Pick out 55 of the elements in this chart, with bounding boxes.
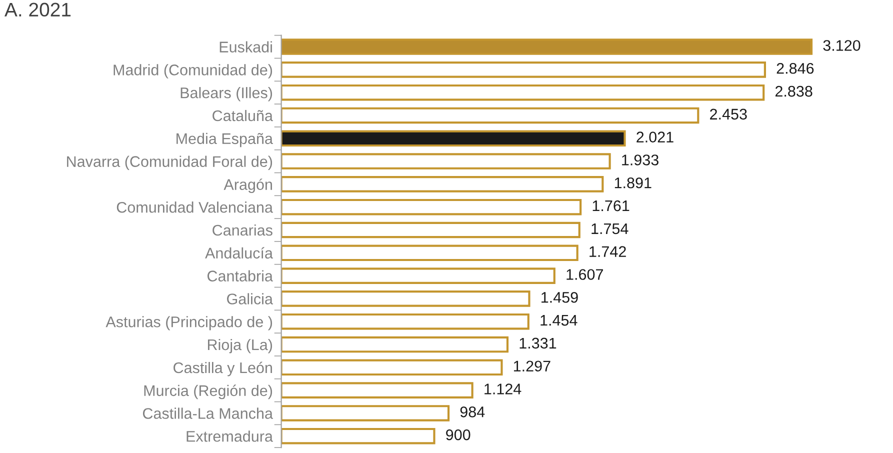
data-label: 2.846: [776, 62, 814, 74]
data-label: 1.459: [542, 292, 578, 303]
y-tick-label: Cantabria: [208, 270, 273, 282]
text: A. 2021: [4, 2, 71, 17]
data-label: 900: [446, 429, 470, 440]
data-label: 1.607: [566, 269, 603, 280]
data-label: 2.021: [636, 132, 674, 142]
data-label: 1.891: [614, 177, 652, 188]
bar: [281, 313, 530, 330]
data-label: 1.454: [540, 315, 578, 326]
bar: [281, 428, 436, 444]
y-tick-label: Madrid (Comunidad de): [114, 64, 272, 78]
data-label: 3.120: [823, 40, 860, 51]
y-tick-label: Galicia: [227, 293, 273, 304]
y-tick-label: Comunidad Valenciana: [116, 202, 273, 213]
bar: [281, 336, 509, 353]
bar: [281, 290, 530, 307]
y-tick-label: Aragón: [224, 178, 272, 193]
bar: [281, 405, 450, 422]
data-label: 1.297: [514, 360, 550, 372]
data-label: 2.453: [710, 108, 747, 120]
bar: [281, 198, 582, 216]
data-label: 1.331: [520, 338, 556, 349]
y-tick-label: Asturias (Principado de ): [106, 316, 272, 330]
y-tick-label: Murcia (Región de): [144, 384, 272, 400]
y-tick-label: Extremadura: [186, 430, 273, 442]
y-tick-label: Andalucía: [205, 247, 273, 259]
bar: [281, 84, 765, 101]
y-tick-label: Castilla y León: [174, 362, 272, 376]
data-label: 1.933: [622, 154, 658, 166]
y-tick-label: Castilla-La Mancha: [142, 408, 273, 419]
bar: [281, 382, 474, 398]
bar: [281, 268, 556, 284]
data-label: 984: [460, 406, 485, 418]
data-label: 1.742: [590, 246, 626, 257]
bar: [281, 244, 578, 262]
y-tick-label: Cataluña: [212, 110, 273, 122]
y-tick-label: Canarias: [212, 224, 272, 236]
bar: [281, 130, 626, 147]
y-tick-label: Navarra (Comunidad Foral de): [67, 156, 272, 170]
y-tick-label: Balears (Illes): [180, 87, 272, 102]
bar: [281, 176, 604, 192]
data-label: 1.761: [592, 200, 630, 212]
bar: [281, 38, 813, 55]
bar: [281, 62, 766, 78]
bar: [281, 359, 503, 376]
y-tick-label: Media España: [176, 132, 273, 148]
y-tick-label: Euskadi: [220, 41, 272, 52]
bar: [281, 153, 611, 170]
bar: [281, 222, 580, 238]
data-label: 2.838: [775, 86, 812, 97]
data-label: 1.124: [484, 384, 522, 394]
y-tick-label: Rioja (La): [208, 338, 272, 354]
bar: [281, 107, 700, 124]
data-label: 1.754: [592, 223, 628, 234]
